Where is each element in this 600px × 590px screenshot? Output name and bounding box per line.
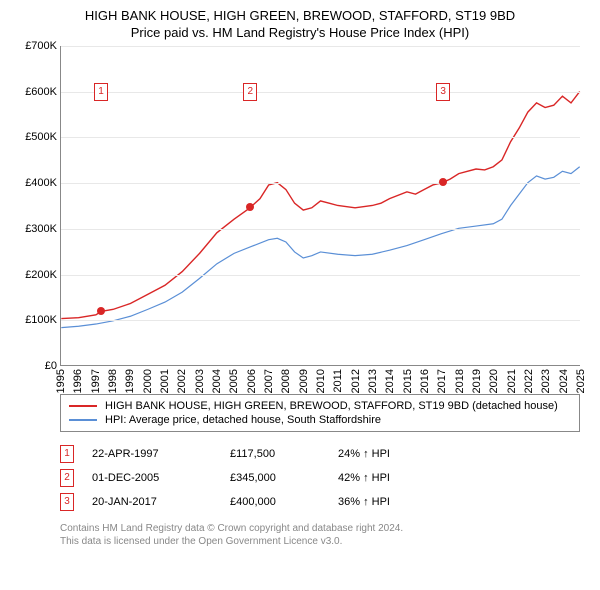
sale-price: £345,000 [230,472,320,484]
footer-line2: This data is licensed under the Open Gov… [60,535,580,548]
sale-date: 22-APR-1997 [92,448,212,460]
x-tick-label: 2013 [367,369,379,393]
x-tick-label: 2007 [263,369,275,393]
sale-pct: 24% ↑ HPI [338,448,458,460]
sales-table: 1 22-APR-1997 £117,500 24% ↑ HPI 2 01-DEC-200… [60,442,580,514]
y-tick-label: £600K [25,86,57,98]
x-tick-label: 2022 [523,369,535,393]
gridline [61,183,580,184]
sale-pct: 36% ↑ HPI [338,496,458,508]
x-tick-label: 1999 [124,369,136,393]
chart-marker-2: 2 [243,83,257,101]
x-tick-label: 2017 [436,369,448,393]
legend-box: HIGH BANK HOUSE, HIGH GREEN, BREWOOD, ST… [60,394,580,432]
legend-item: HIGH BANK HOUSE, HIGH GREEN, BREWOOD, ST… [69,399,571,413]
x-tick-label: 2010 [315,369,327,393]
sale-row: 1 22-APR-1997 £117,500 24% ↑ HPI [60,442,580,466]
plot-region: £0£100K£200K£300K£400K£500K£600K£700K199… [60,46,580,366]
sale-date: 01-DEC-2005 [92,472,212,484]
sale-price: £117,500 [230,448,320,460]
sale-marker: 3 [60,493,74,511]
y-tick-label: £400K [25,177,57,189]
legend-swatch [69,419,97,421]
y-tick-label: £200K [25,269,57,281]
y-tick-label: £700K [25,40,57,52]
sale-date: 20-JAN-2017 [92,496,212,508]
footer-line1: Contains HM Land Registry data © Crown c… [60,522,580,535]
title-subtitle: Price paid vs. HM Land Registry's House … [20,25,580,40]
title-address: HIGH BANK HOUSE, HIGH GREEN, BREWOOD, ST… [20,8,580,23]
sale-price: £400,000 [230,496,320,508]
x-tick-label: 2004 [211,369,223,393]
x-tick-label: 1996 [72,369,84,393]
x-tick-label: 2025 [575,369,587,393]
sale-row: 2 01-DEC-2005 £345,000 42% ↑ HPI [60,466,580,490]
y-tick-label: £500K [25,131,57,143]
x-tick-label: 1997 [90,369,102,393]
sale-row: 3 20-JAN-2017 £400,000 36% ↑ HPI [60,490,580,514]
x-tick-label: 2005 [228,369,240,393]
sale-pct: 42% ↑ HPI [338,472,458,484]
x-tick-label: 2002 [176,369,188,393]
y-tick-label: £100K [25,314,57,326]
x-tick-label: 2018 [454,369,466,393]
x-tick-label: 2014 [384,369,396,393]
x-tick-label: 2016 [419,369,431,393]
legend-label: HIGH BANK HOUSE, HIGH GREEN, BREWOOD, ST… [105,400,558,412]
legend-item: HPI: Average price, detached house, Sout… [69,413,571,427]
gridline [61,92,580,93]
chart-area: £0£100K£200K£300K£400K£500K£600K£700K199… [20,46,580,366]
chart-marker-3: 3 [436,83,450,101]
legend-label: HPI: Average price, detached house, Sout… [105,414,381,426]
x-tick-label: 2024 [558,369,570,393]
gridline [61,320,580,321]
x-tick-label: 2019 [471,369,483,393]
legend-swatch [69,405,97,407]
x-tick-label: 2012 [350,369,362,393]
x-tick-label: 2009 [298,369,310,393]
x-tick-label: 2006 [246,369,258,393]
x-tick-label: 2020 [488,369,500,393]
x-tick-label: 2015 [402,369,414,393]
chart-container: HIGH BANK HOUSE, HIGH GREEN, BREWOOD, ST… [0,0,600,558]
y-tick-label: £300K [25,223,57,235]
gridline [61,46,580,47]
chart-marker-dot-1 [97,307,105,315]
gridline [61,229,580,230]
line-layer [61,46,580,365]
x-tick-label: 2000 [142,369,154,393]
title-block: HIGH BANK HOUSE, HIGH GREEN, BREWOOD, ST… [20,8,580,40]
chart-marker-1: 1 [94,83,108,101]
chart-marker-dot-2 [246,203,254,211]
footer-attribution: Contains HM Land Registry data © Crown c… [60,522,580,548]
series-price_paid [61,92,579,319]
x-tick-label: 1995 [55,369,67,393]
x-tick-label: 2023 [540,369,552,393]
sale-marker: 2 [60,469,74,487]
x-tick-label: 1998 [107,369,119,393]
gridline [61,137,580,138]
x-tick-label: 2011 [332,369,344,393]
gridline [61,275,580,276]
x-tick-label: 2001 [159,369,171,393]
series-hpi [61,167,579,328]
x-tick-label: 2003 [194,369,206,393]
x-tick-label: 2021 [506,369,518,393]
sale-marker: 1 [60,445,74,463]
chart-marker-dot-3 [439,178,447,186]
x-tick-label: 2008 [280,369,292,393]
